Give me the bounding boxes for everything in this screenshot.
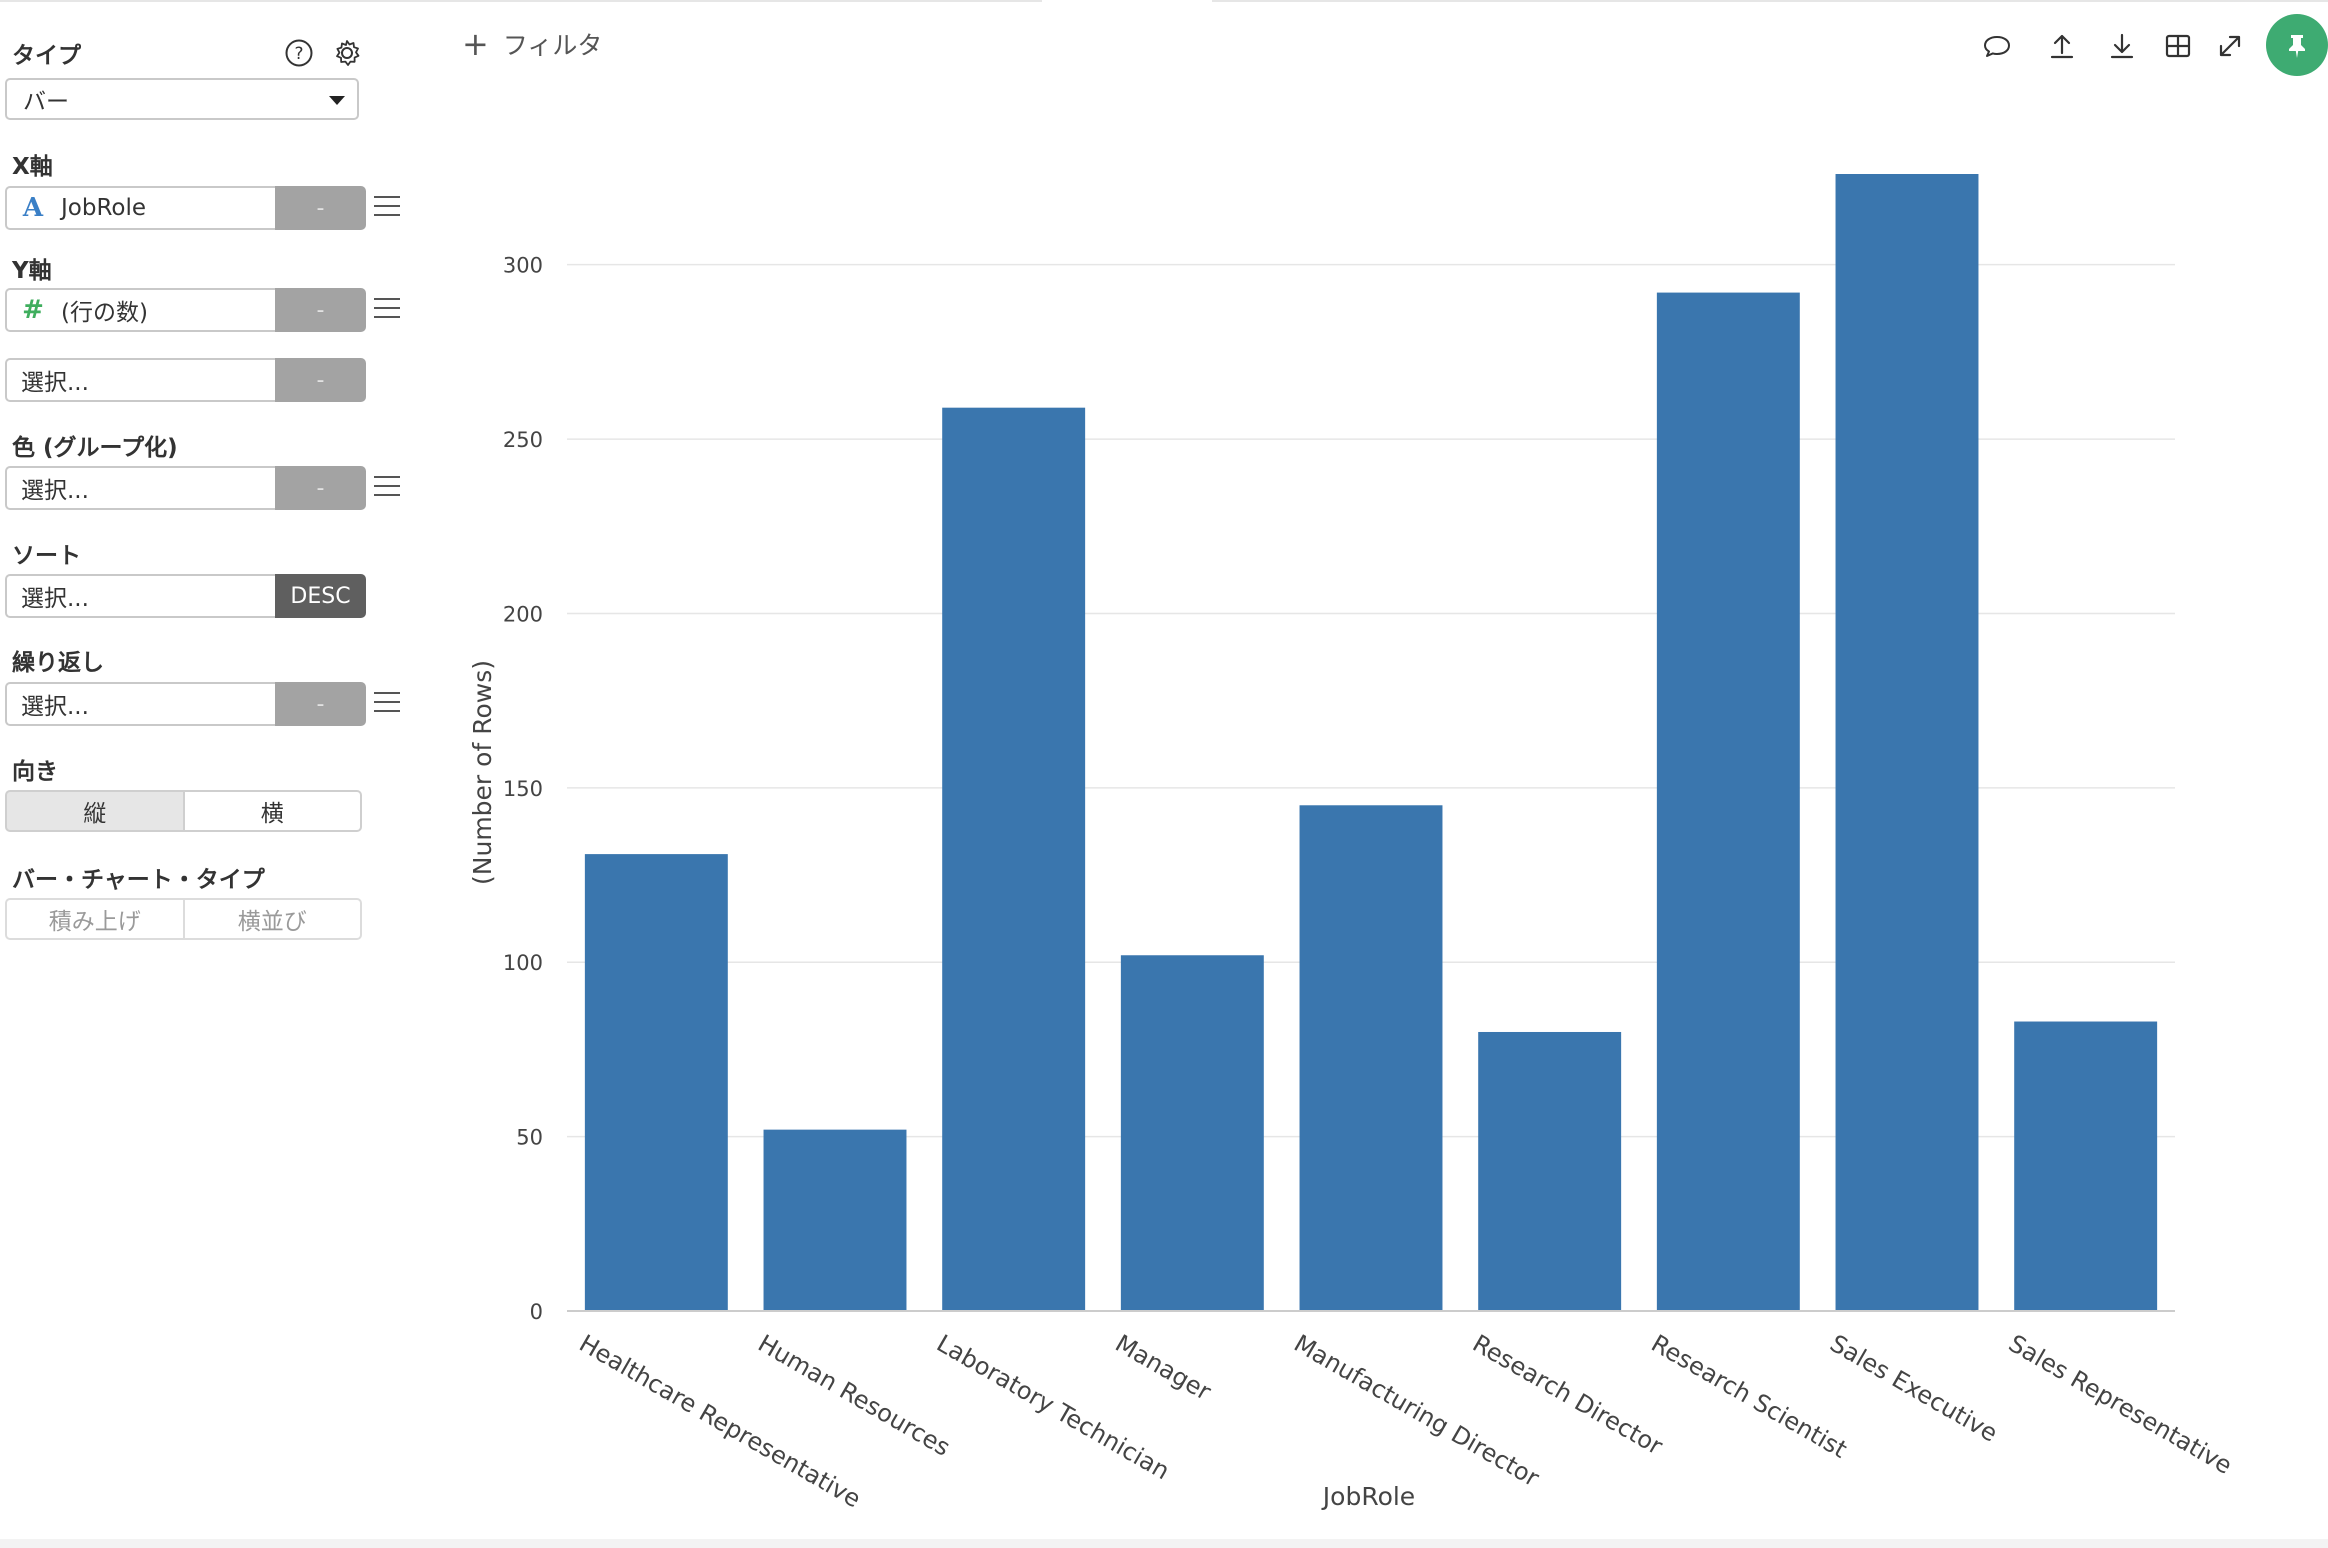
x-tick-label: Research Scientist	[1647, 1329, 1852, 1464]
x-axis-title: JobRole	[1321, 1482, 1415, 1511]
bar[interactable]	[763, 1129, 907, 1311]
x-axis-field-group: A JobRole -	[5, 186, 366, 230]
color-field[interactable]: 選択...	[5, 466, 275, 510]
bar[interactable]	[1299, 805, 1443, 1311]
x-axis-field-value: JobRole	[61, 195, 147, 221]
x-tick-label: Manager	[1111, 1329, 1216, 1406]
svg-text:?: ?	[294, 44, 303, 64]
sort-label: ソート	[12, 543, 81, 569]
bar[interactable]	[1835, 174, 1979, 1311]
y-tick-label: 200	[503, 602, 543, 626]
table-icon[interactable]	[2158, 26, 2198, 66]
y-tick-label: 100	[503, 951, 543, 975]
orientation-label: 向き	[12, 759, 58, 785]
repeat-placeholder: 選択...	[21, 694, 89, 720]
chart-type-select[interactable]: バー	[5, 78, 359, 120]
y-axis2-placeholder: 選択...	[21, 370, 89, 396]
y-tick-label: 50	[516, 1126, 543, 1150]
x-axis-field[interactable]: A JobRole	[5, 186, 275, 230]
chart-settings-sidebar: タイプ ? バー X軸 A JobRole - Y軸 # (行の数) - 選択.…	[0, 0, 420, 1548]
gear-icon[interactable]	[330, 36, 364, 70]
y-axis-field-group: # (行の数) -	[5, 288, 366, 332]
top-divider	[0, 0, 2328, 2]
color-group-label: 色 (グループ化)	[12, 435, 178, 461]
y-axis2-aggregate-button[interactable]: -	[275, 358, 366, 402]
x-tick-label: Healthcare Representative	[575, 1329, 866, 1513]
pin-icon[interactable]	[2266, 14, 2328, 76]
repeat-field-group: 選択... -	[5, 682, 366, 726]
bar[interactable]	[2014, 1021, 2158, 1311]
upload-icon[interactable]	[2042, 26, 2082, 66]
x-axis-label: X軸	[12, 154, 53, 180]
y-axis-label: Y軸	[12, 258, 52, 284]
x-axis-aggregate-button[interactable]: -	[275, 186, 366, 230]
chart-type-value: バー	[23, 89, 69, 115]
bar[interactable]	[1120, 955, 1264, 1311]
color-aggregate-button[interactable]: -	[275, 466, 366, 510]
x-tick-label: Sales Representative	[2004, 1329, 2237, 1480]
filter-button[interactable]: + フィルタ	[462, 26, 602, 62]
bar[interactable]	[1478, 1031, 1622, 1311]
orientation-horizontal-option[interactable]: 横	[184, 790, 362, 832]
y-tick-label: 0	[530, 1300, 543, 1324]
x-tick-label: Sales Executive	[1825, 1329, 2002, 1447]
string-type-icon: A	[22, 193, 44, 223]
bar[interactable]	[942, 407, 1086, 1311]
y-tick-label: 150	[503, 777, 543, 801]
bar-chart-type-label: バー・チャート・タイプ	[12, 867, 265, 893]
y-tick-label: 300	[503, 254, 543, 278]
y-axis2-field[interactable]: 選択...	[5, 358, 275, 402]
plus-icon: +	[462, 25, 489, 63]
bar-type-grouped-option[interactable]: 横並び	[184, 898, 362, 940]
x-axis-menu-icon[interactable]	[372, 194, 402, 220]
filter-label: フィルタ	[502, 31, 603, 60]
repeat-label: 繰り返し	[12, 650, 104, 676]
bar-chart-type-toggle: 積み上げ 横並び	[5, 898, 362, 940]
color-field-group: 選択... -	[5, 466, 366, 510]
repeat-menu-icon[interactable]	[372, 690, 402, 716]
number-type-icon: #	[22, 295, 44, 325]
sort-field[interactable]: 選択...	[5, 574, 275, 618]
orientation-toggle: 縦 横	[5, 790, 362, 832]
bottom-divider	[0, 1539, 2328, 1548]
y-axis-menu-icon[interactable]	[372, 296, 402, 322]
y-axis-field[interactable]: # (行の数)	[5, 288, 275, 332]
color-menu-icon[interactable]	[372, 474, 402, 500]
help-icon[interactable]: ?	[282, 36, 316, 70]
y-axis2-field-group: 選択... -	[5, 358, 366, 402]
color-placeholder: 選択...	[21, 478, 89, 504]
y-axis-aggregate-button[interactable]: -	[275, 288, 366, 332]
orientation-vertical-option[interactable]: 縦	[5, 790, 185, 832]
sort-direction-button[interactable]: DESC	[275, 574, 366, 618]
bar-type-stacked-option[interactable]: 積み上げ	[5, 898, 185, 940]
repeat-field[interactable]: 選択...	[5, 682, 275, 726]
comment-icon[interactable]	[1977, 26, 2017, 66]
expand-icon[interactable]	[2210, 26, 2250, 66]
bar[interactable]	[584, 854, 728, 1311]
y-axis-field-value: (行の数)	[61, 300, 148, 326]
chevron-down-icon	[329, 96, 345, 105]
y-tick-label: 250	[503, 428, 543, 452]
repeat-aggregate-button[interactable]: -	[275, 682, 366, 726]
sort-field-group: 選択... DESC	[5, 574, 366, 618]
bar[interactable]	[1656, 292, 1800, 1311]
sort-placeholder: 選択...	[21, 586, 89, 612]
y-axis-title: (Number of Rows)	[468, 660, 497, 885]
type-label: タイプ	[12, 43, 81, 69]
download-icon[interactable]	[2102, 26, 2142, 66]
